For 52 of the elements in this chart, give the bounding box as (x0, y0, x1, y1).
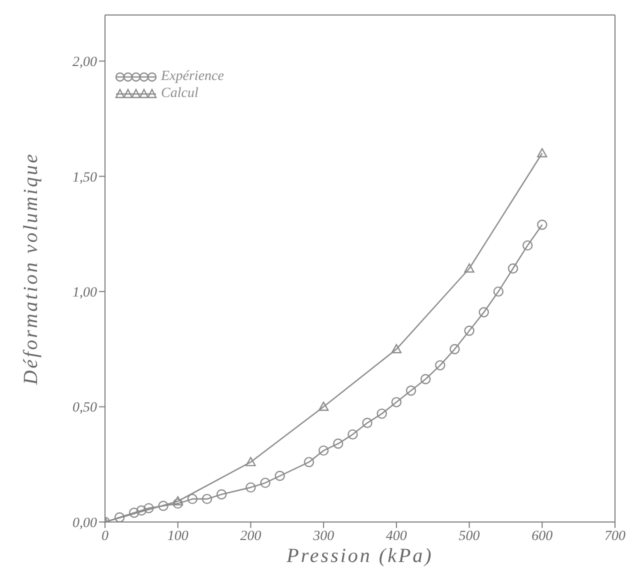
point (391, 344, 402, 354)
x-tick-label: 500 (458, 528, 480, 544)
point (246, 456, 256, 466)
point (420, 374, 431, 384)
y-tick-label: 0,00 (72, 516, 97, 531)
point (391, 397, 402, 408)
y-axis-title: Déformation volumique (20, 152, 42, 386)
y-tick-label: 1,50 (72, 170, 97, 186)
point (274, 470, 285, 482)
x-tick-label: 600 (532, 528, 553, 544)
point (172, 498, 183, 509)
point (216, 489, 227, 500)
x-tick-label: 0 (102, 528, 108, 544)
point (333, 438, 344, 449)
point (464, 263, 474, 273)
point (172, 496, 183, 506)
point (202, 494, 212, 504)
y-tick-label: 2,00 (72, 55, 97, 70)
point (493, 286, 504, 297)
y-tick-label: 1,00 (72, 286, 97, 301)
point (508, 263, 518, 274)
x-tick-label: 700 (604, 528, 626, 544)
legend-label: Expérience (161, 68, 224, 84)
x-axis-title: Pression (kPa) (286, 545, 434, 567)
x-tick-label: 100 (167, 528, 188, 544)
point (478, 307, 489, 318)
point (406, 386, 416, 396)
point (114, 512, 125, 522)
point (318, 402, 329, 411)
point (348, 429, 358, 440)
x-tick-label: 400 (386, 528, 407, 544)
x-tick-label: 300 (312, 528, 334, 544)
point (144, 503, 154, 514)
point (450, 344, 460, 354)
point (260, 478, 270, 488)
point (318, 445, 329, 456)
point (246, 482, 256, 493)
point (158, 500, 168, 511)
point (435, 360, 446, 370)
point (537, 220, 548, 230)
point (362, 418, 372, 428)
legend-label: Calcul (161, 86, 198, 102)
x-tick-label: 200 (240, 528, 262, 544)
point (522, 240, 533, 251)
point (136, 505, 147, 516)
point (376, 408, 387, 419)
point (537, 148, 548, 158)
point (187, 494, 198, 504)
point (129, 508, 140, 518)
point (304, 456, 314, 468)
point (464, 326, 474, 336)
y-tick-label: 0,50 (72, 400, 97, 416)
